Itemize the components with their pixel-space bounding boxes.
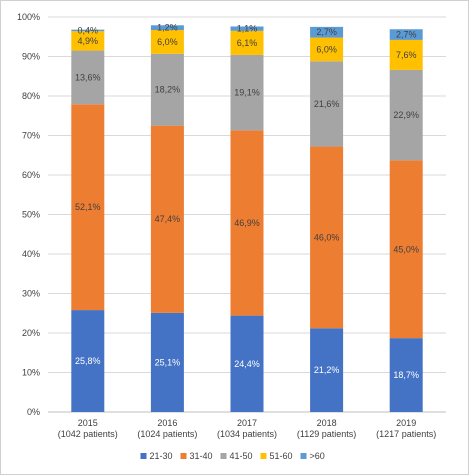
data-label: 0,4%: [78, 25, 99, 35]
data-label: 18,7%: [393, 370, 419, 380]
x-category-label: 2016: [157, 418, 177, 428]
data-label: 21,6%: [314, 99, 340, 109]
data-label: 1,1%: [237, 24, 258, 34]
y-tick-label: 30%: [22, 289, 40, 299]
x-category-sublabel: (1024 patients): [137, 429, 197, 439]
bar-segment: [71, 104, 105, 311]
data-label: 19,1%: [234, 88, 260, 98]
data-label: 4,9%: [78, 36, 99, 46]
y-tick-label: 100%: [17, 12, 40, 22]
legend-swatch: [140, 453, 147, 459]
legend-swatch: [300, 453, 307, 459]
x-category-sublabel: (1217 patients): [376, 429, 436, 439]
data-label: 25,1%: [155, 357, 181, 367]
data-label: 6,1%: [237, 38, 258, 48]
bar-segment: [230, 54, 264, 131]
bar-segment: [310, 146, 344, 329]
y-tick-label: 10%: [22, 368, 40, 378]
data-label: 21,2%: [314, 365, 340, 375]
bar-segment: [150, 30, 184, 54]
data-label: 1,2%: [157, 23, 178, 33]
data-label: 13,6%: [75, 72, 101, 82]
y-tick-label: 80%: [22, 91, 40, 101]
bar-segment: [310, 26, 344, 38]
y-tick-label: 90%: [22, 52, 40, 62]
data-label: 47,4%: [155, 214, 181, 224]
data-label: 2,7%: [396, 30, 417, 40]
data-label: 52,1%: [75, 202, 101, 212]
y-tick-label: 20%: [22, 328, 40, 338]
data-label: 6,0%: [157, 37, 178, 47]
bar-segment: [230, 315, 264, 412]
y-tick-label: 60%: [22, 170, 40, 180]
y-tick-label: 50%: [22, 210, 40, 220]
bar-segment: [310, 61, 344, 147]
data-label: 46,0%: [314, 232, 340, 242]
x-category-label: 2015: [78, 418, 98, 428]
bar-segment: [150, 25, 184, 31]
y-tick-label: 0%: [27, 407, 40, 417]
x-category-label: 2018: [317, 418, 337, 428]
legend-label: >60: [310, 451, 325, 461]
data-label: 24,4%: [234, 359, 260, 369]
legend-swatch: [180, 453, 187, 459]
bar-segment: [310, 328, 344, 412]
data-label: 22,9%: [393, 110, 419, 120]
bar-segment: [71, 50, 105, 105]
data-label: 2,7%: [316, 27, 337, 37]
x-category-sublabel: (1129 patients): [297, 429, 356, 439]
bar-segment: [230, 30, 264, 55]
bar-segment: [150, 125, 184, 313]
legend-swatch: [220, 453, 227, 459]
bar-segment: [389, 160, 423, 339]
data-label: 46,9%: [234, 218, 260, 228]
bar-segment: [389, 338, 423, 412]
bar-segment: [71, 31, 105, 51]
legend-label: 21-30: [150, 451, 173, 461]
data-label: 45,0%: [393, 244, 419, 254]
x-category-label: 2017: [237, 418, 257, 428]
legend-swatch: [260, 453, 267, 459]
bar-segment: [150, 53, 184, 126]
bar-segment: [389, 39, 423, 70]
bar-segment: [71, 29, 105, 32]
legend-label: 51-60: [270, 451, 293, 461]
bar-segment: [310, 37, 344, 62]
bar-segment: [230, 130, 264, 316]
data-label: 25,8%: [75, 356, 101, 366]
x-category-sublabel: (1042 patients): [58, 429, 118, 439]
x-category-sublabel: (1034 patients): [217, 429, 277, 439]
bar-segment: [150, 312, 184, 412]
bar-segment: [389, 29, 423, 40]
x-category-label: 2019: [396, 418, 416, 428]
y-tick-label: 70%: [22, 131, 40, 141]
bar-segment: [71, 310, 105, 412]
bar-segment: [230, 26, 264, 31]
y-tick-label: 40%: [22, 249, 40, 259]
legend-label: 41-50: [230, 451, 253, 461]
bar-segment: [389, 69, 423, 161]
data-label: 18,2%: [155, 85, 181, 95]
data-label: 6,0%: [316, 44, 337, 54]
data-label: 7,6%: [396, 50, 417, 60]
legend-label: 31-40: [190, 451, 213, 461]
